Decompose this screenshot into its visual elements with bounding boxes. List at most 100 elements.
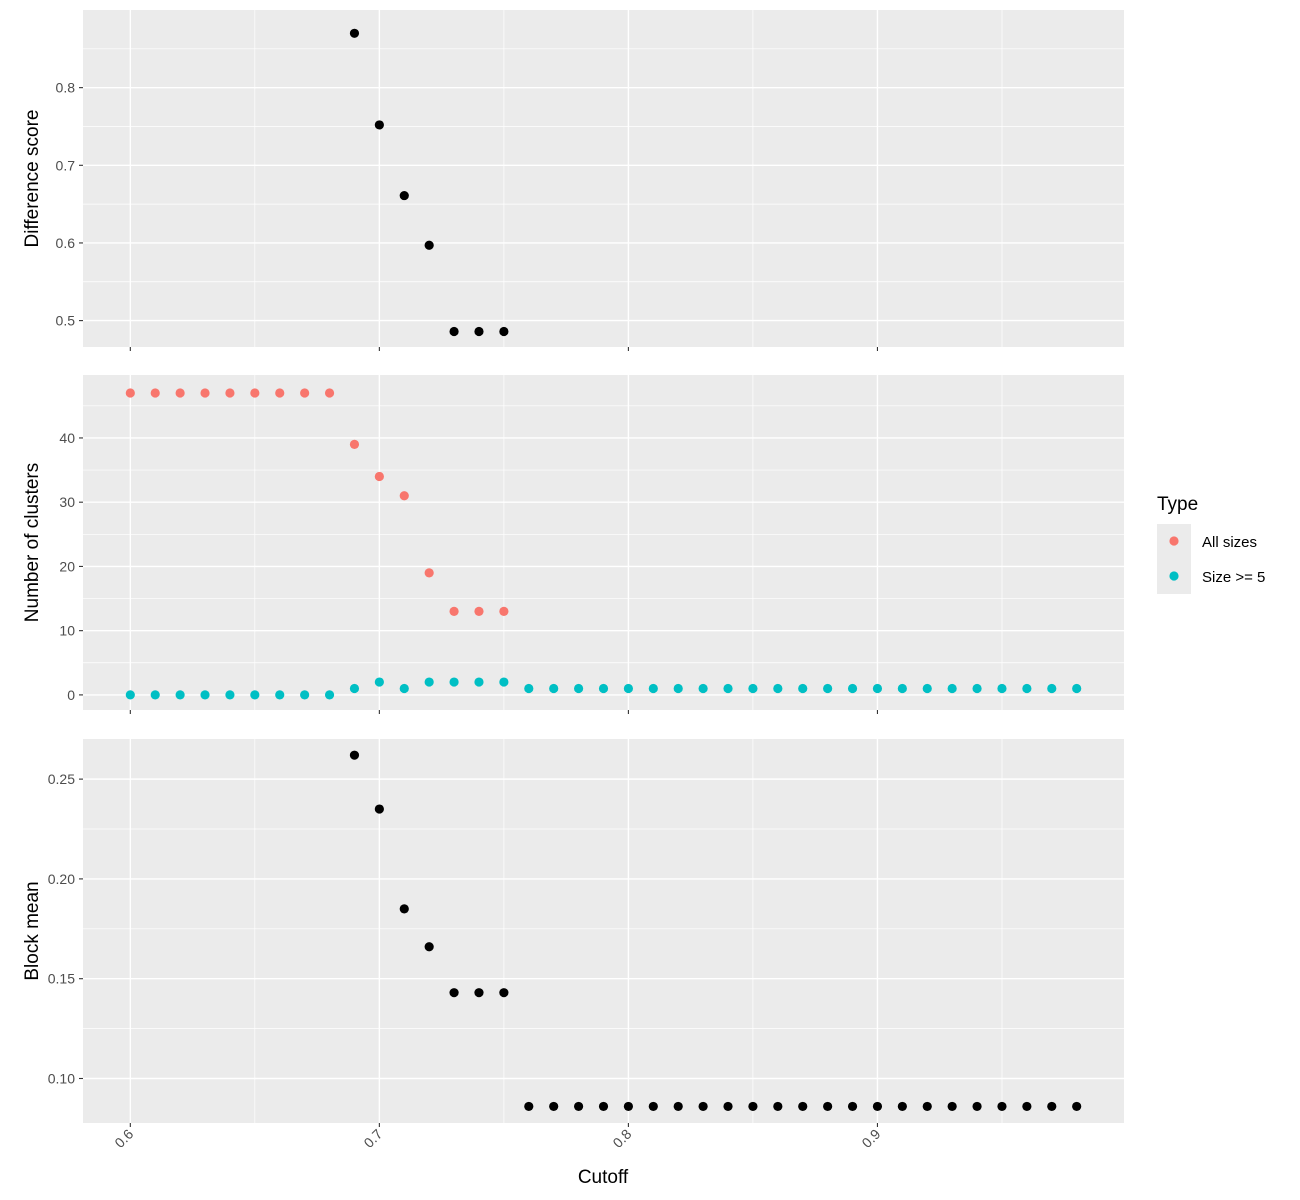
legend-label-all-sizes: All sizes [1202, 534, 1257, 551]
panel-1-background [83, 10, 1124, 347]
panel-block-mean: 0.10 0.15 0.20 0.25 Block mean [22, 739, 1124, 1127]
panel-2-point-series-1 [275, 388, 285, 398]
panel-2-point-series-2 [250, 690, 260, 700]
panel-3-point-series-1 [474, 988, 484, 998]
panel-2-y-tick-label: 20 [59, 558, 75, 574]
panel-3-point-series-1 [1047, 1101, 1057, 1112]
panel-2-point-series-1 [349, 439, 360, 449]
panel-3-point-series-1 [648, 1101, 658, 1112]
panel-2-y-tick-label: 30 [59, 494, 75, 510]
panel-1-point-series-1 [474, 326, 484, 337]
panel-1-y-tick-label: 0.7 [56, 157, 76, 173]
panel-2-point-series-1 [324, 388, 335, 398]
panel-2-point-series-2 [275, 690, 285, 700]
panel-2-point-series-1 [399, 491, 409, 501]
panel-2-point-series-2 [399, 683, 409, 694]
panel-2-point-series-1 [449, 606, 459, 616]
panel-2-point-series-1 [225, 388, 235, 398]
panel-3-point-series-1 [947, 1101, 957, 1112]
panel-1-point-series-1 [349, 28, 360, 38]
panel-2-point-series-2 [573, 683, 584, 694]
panel-2-y-tick-label: 10 [59, 623, 75, 639]
panel-2-point-series-2 [698, 683, 708, 694]
panel-2-point-series-2 [524, 683, 534, 694]
panel-3-point-series-1 [847, 1101, 858, 1112]
panel-2-point-series-2 [798, 683, 808, 694]
panel-2-point-series-2 [897, 683, 907, 694]
legend-key-all-sizes [1169, 536, 1179, 546]
panel-2-point-series-1 [374, 471, 384, 482]
panel-1-y-tick-label: 0.8 [56, 80, 76, 96]
panel-3-point-series-1 [399, 904, 409, 914]
panel-2-point-series-1 [150, 388, 160, 398]
panel-1-point-series-1 [499, 326, 509, 337]
panel-3-y-tick-label: 0.15 [48, 971, 75, 987]
legend: Type All sizes Size >= 5 [1157, 494, 1265, 594]
panel-3-y-tick-label: 0.10 [48, 1070, 75, 1086]
panel-2-point-series-2 [1022, 683, 1032, 694]
panel-3-point-series-1 [374, 804, 384, 814]
panel-2-point-series-1 [424, 568, 434, 578]
panel-1-point-series-1 [399, 190, 409, 201]
panel-2-point-series-2 [150, 690, 160, 700]
panel-3-point-series-1 [997, 1101, 1007, 1112]
panel-3-point-series-1 [673, 1101, 683, 1112]
panel-2-point-series-2 [474, 677, 484, 687]
panel-3-point-series-1 [723, 1101, 733, 1112]
panel-1-y-axis-title: Difference score [22, 110, 43, 248]
panel-2-point-series-2 [349, 683, 360, 694]
panel-1-point-series-1 [449, 326, 459, 337]
panel-2-point-series-2 [922, 683, 932, 694]
panel-2-point-series-1 [499, 606, 509, 616]
panel-2-point-series-2 [748, 683, 758, 694]
panel-1-y-tick-label: 0.6 [56, 235, 76, 251]
panel-1-y-tick-label: 0.5 [56, 313, 76, 329]
panel-3-point-series-1 [424, 942, 434, 952]
panel-3-point-series-1 [773, 1101, 783, 1112]
panel-3-point-series-1 [872, 1101, 883, 1112]
panel-3-point-series-1 [972, 1101, 982, 1112]
panel-3-y-tick-label: 0.25 [48, 771, 75, 787]
panel-2-background [83, 375, 1124, 710]
panel-3-point-series-1 [698, 1101, 708, 1112]
panel-3-point-series-1 [823, 1101, 833, 1112]
legend-title: Type [1157, 494, 1198, 515]
panel-2-point-series-2 [872, 683, 883, 694]
panel-2-point-series-2 [499, 677, 509, 687]
panel-2-point-series-1 [175, 388, 185, 398]
panel-2-point-series-2 [773, 683, 783, 694]
panel-3-point-series-1 [449, 988, 459, 998]
panel-2-point-series-2 [947, 683, 957, 694]
panel-1-point-series-1 [424, 240, 434, 250]
panel-2-point-series-2 [847, 683, 858, 694]
panel-2-point-series-2 [673, 683, 683, 694]
panel-3-point-series-1 [598, 1101, 609, 1112]
legend-key-background [1157, 524, 1191, 594]
panel-3-point-series-1 [1022, 1101, 1032, 1112]
panel-3-point-series-1 [1072, 1101, 1082, 1112]
panel-2-point-series-1 [125, 388, 135, 398]
panel-2-point-series-2 [300, 690, 310, 700]
panel-2-point-series-2 [648, 683, 658, 694]
panel-2-point-series-2 [1047, 683, 1057, 694]
panel-3-point-series-1 [623, 1101, 634, 1112]
panel-2-point-series-2 [424, 677, 434, 687]
panel-3-point-series-1 [549, 1101, 559, 1112]
panel-number-of-clusters: 0 10 20 30 40 Number of clusters [22, 375, 1124, 714]
panel-2-point-series-1 [200, 388, 210, 398]
panel-2-point-series-2 [623, 683, 634, 694]
panel-2-point-series-1 [300, 388, 310, 398]
panel-2-point-series-2 [449, 677, 459, 687]
panel-3-point-series-1 [922, 1101, 932, 1112]
panel-2-point-series-2 [823, 683, 833, 694]
panel-3-point-series-1 [798, 1101, 808, 1112]
panel-2-point-series-2 [549, 683, 559, 694]
panel-difference-score: 0.5 0.6 0.7 0.8 Difference score [22, 10, 1124, 351]
panel-2-y-axis-title: Number of clusters [22, 463, 43, 622]
panel-2-point-series-2 [598, 683, 609, 694]
panel-2-y-tick-label: 40 [59, 430, 75, 446]
panel-2-point-series-1 [250, 388, 260, 398]
panel-2-point-series-2 [200, 690, 210, 700]
panel-2-point-series-2 [1072, 683, 1082, 694]
panel-3-point-series-1 [573, 1101, 584, 1112]
